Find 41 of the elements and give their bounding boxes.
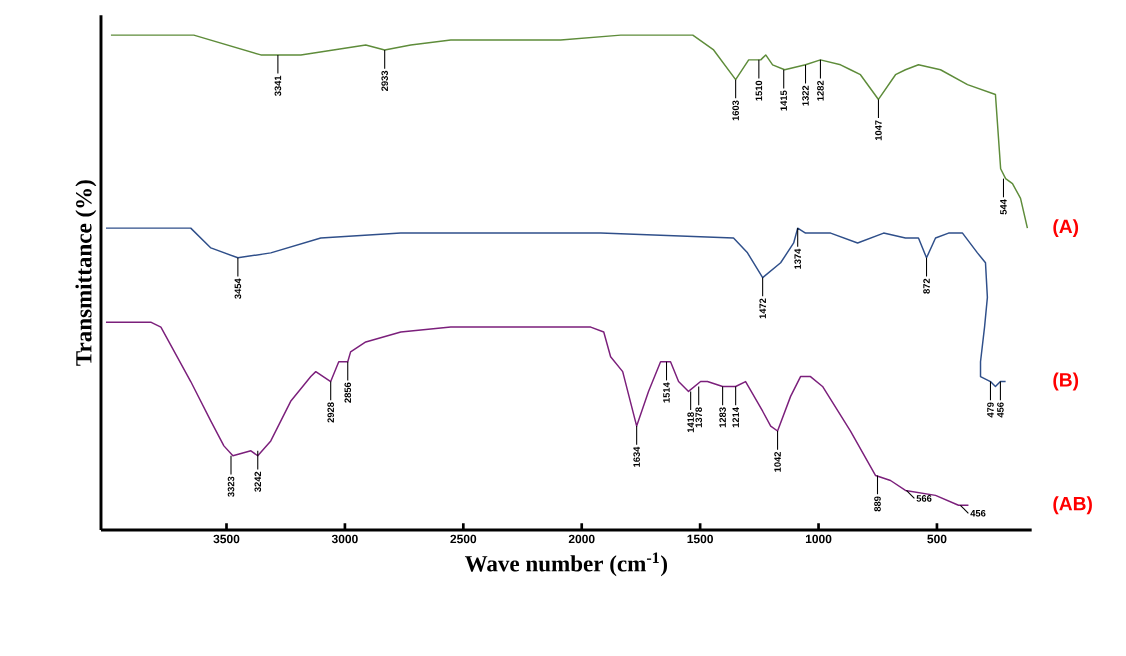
annotation: 1634 xyxy=(633,446,640,467)
annotation: 1510 xyxy=(755,80,763,101)
annotation: 1283 xyxy=(719,407,726,428)
annotation: 1282 xyxy=(817,80,824,101)
annotation: 1322 xyxy=(802,85,809,106)
annotation: 2933 xyxy=(381,70,388,91)
annotation: 3454 xyxy=(234,278,242,299)
annotation: 3323 xyxy=(227,476,235,497)
x-tick-label: 2500 xyxy=(450,534,477,544)
annotation: 2856 xyxy=(344,382,352,403)
text: (AB) xyxy=(1053,496,1092,515)
annotation: 1378 xyxy=(695,407,703,428)
annotation: 456 xyxy=(970,509,986,517)
annotation: 479 xyxy=(987,402,994,418)
x-tick-label: 3500 xyxy=(213,534,240,544)
annotation: 1472 xyxy=(759,298,766,319)
annotation: 566 xyxy=(916,495,932,502)
annotation: 1214 xyxy=(732,407,739,428)
annotation: 1514 xyxy=(663,382,670,403)
annotation: 2928 xyxy=(327,402,334,423)
annotation: 1047 xyxy=(875,120,882,141)
x-tick-label: 500 xyxy=(927,534,947,544)
annotation: 1415 xyxy=(780,90,787,111)
annotation: 3341 xyxy=(274,75,282,96)
annotation: 544 xyxy=(1000,199,1007,215)
x-tick-label: 1000 xyxy=(805,534,832,544)
annotation: 1374 xyxy=(794,248,802,269)
annotation: 889 xyxy=(874,496,881,512)
annotation: 1042 xyxy=(774,451,781,472)
y-axis-title: Transmittance (%) xyxy=(75,180,97,366)
annotation: 1418 xyxy=(687,412,694,433)
annotation: 872 xyxy=(923,278,930,294)
text: (B) xyxy=(1053,372,1079,391)
series-label: (A) xyxy=(1053,219,1079,238)
x-tick-label: 1500 xyxy=(687,534,713,544)
x-tick-label: 2000 xyxy=(568,534,595,544)
annotation: 456 xyxy=(997,402,1004,418)
annotation: 1603 xyxy=(732,100,739,121)
annotation: 3242 xyxy=(254,471,262,492)
x-tick-label: 3000 xyxy=(331,534,358,544)
x-axis-title: Wave number (cm$^{-1}$) xyxy=(464,552,668,577)
